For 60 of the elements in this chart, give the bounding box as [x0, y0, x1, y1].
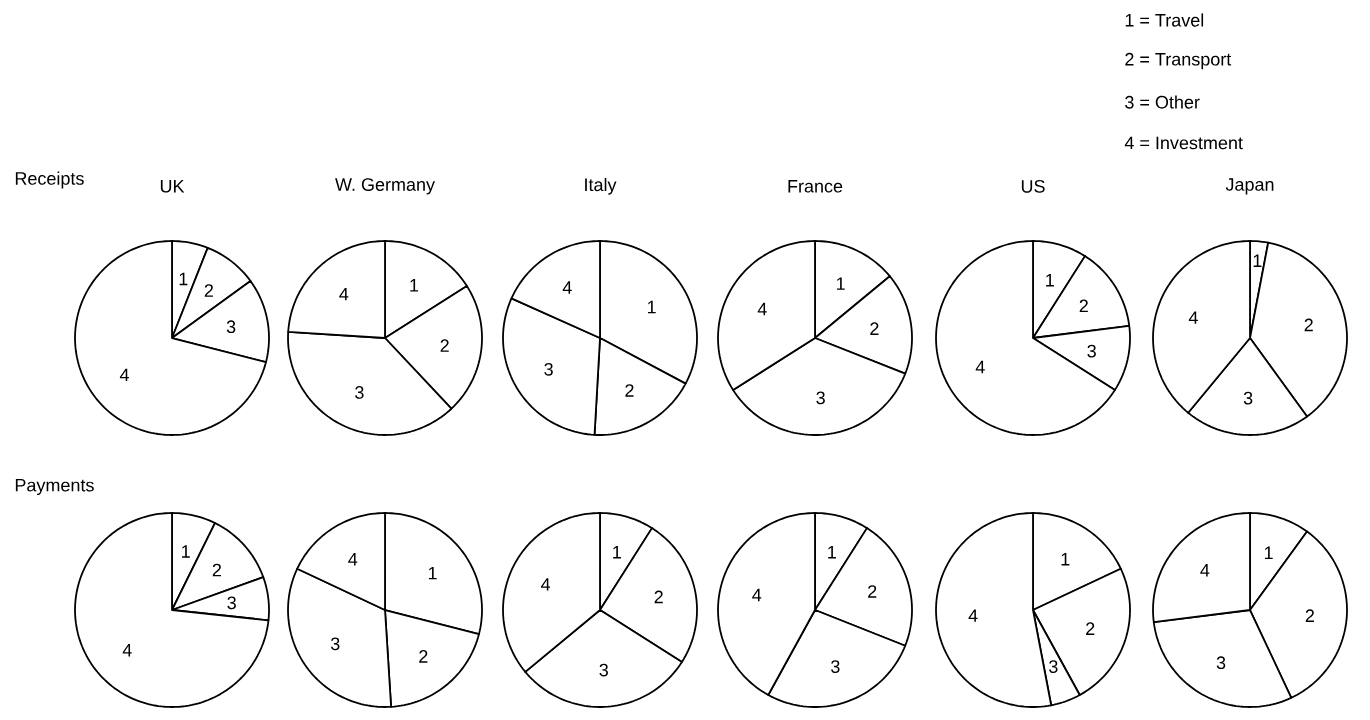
- slice-label: 4: [1200, 564, 1210, 577]
- slice-label: 4: [757, 302, 767, 316]
- slice-label: 3: [816, 391, 825, 405]
- slice-label: 1: [428, 566, 437, 580]
- slice-label: 1: [647, 300, 656, 314]
- slice-label: 1: [179, 272, 188, 286]
- chart-title: UK: [160, 180, 185, 193]
- slice-label: 3: [226, 320, 236, 334]
- slice-label: 4: [348, 553, 358, 566]
- slice-label: 1: [613, 546, 621, 559]
- slice-label: 4: [339, 287, 349, 301]
- slice-label: 4: [122, 644, 132, 657]
- slice-label: 4: [968, 609, 978, 622]
- slice-label: 1: [836, 277, 845, 290]
- slice-label: 3: [544, 362, 553, 376]
- slice-label: 1: [1061, 553, 1070, 566]
- slice-label: 2: [204, 284, 213, 297]
- slice-label: 1: [1046, 274, 1054, 287]
- chart-title: W. Germany: [335, 178, 435, 195]
- text: Payments: [15, 478, 94, 496]
- slice-label: 3: [1243, 391, 1253, 405]
- slice-label: 3: [599, 663, 608, 677]
- slice-label: 4: [752, 588, 762, 602]
- chart-title: US: [1021, 179, 1045, 193]
- slice-label: 2: [212, 563, 221, 577]
- slice-label: 4: [562, 281, 572, 294]
- slice-label: 1: [410, 279, 419, 292]
- slice-label: 2: [419, 650, 428, 663]
- slice-label: 3: [355, 386, 364, 399]
- slice-label: 4: [1188, 311, 1198, 324]
- slice-label: 4: [975, 360, 985, 374]
- slice-label: 3: [1087, 344, 1096, 358]
- chart-title: France: [788, 180, 843, 193]
- slice-label: 4: [119, 368, 129, 382]
- slice-label: 2: [1079, 299, 1088, 313]
- chart-title: Japan: [1225, 178, 1274, 195]
- slice-label: 2: [654, 590, 663, 604]
- slice-label: 3: [1216, 656, 1226, 670]
- slice-label: 2: [1086, 622, 1095, 635]
- text: 4 = Investment: [1124, 136, 1243, 150]
- slice-label: 2: [870, 322, 879, 335]
- text: 2 = Transport: [1125, 52, 1232, 70]
- slice-label: 3: [330, 637, 340, 651]
- slice-label: 1: [182, 545, 190, 558]
- slice-label: 2: [440, 339, 449, 352]
- slice-label: 3: [227, 596, 236, 610]
- text: Receipts: [15, 171, 84, 189]
- slice-label: 1: [1264, 546, 1273, 559]
- slice-label: 2: [625, 384, 634, 397]
- text: 1 = Travel: [1125, 13, 1204, 27]
- slice-label: 2: [868, 585, 877, 598]
- text: 3 = Other: [1125, 95, 1200, 109]
- slice-label: 4: [541, 578, 551, 591]
- slice-label: 1: [828, 546, 836, 559]
- slice-label: 1: [1253, 254, 1262, 267]
- slice-label: 3: [1049, 660, 1058, 673]
- slice-label: 2: [1304, 318, 1313, 332]
- chart-title: Italy: [585, 177, 617, 195]
- slice-label: 3: [831, 660, 840, 673]
- slice-label: 2: [1305, 609, 1314, 622]
